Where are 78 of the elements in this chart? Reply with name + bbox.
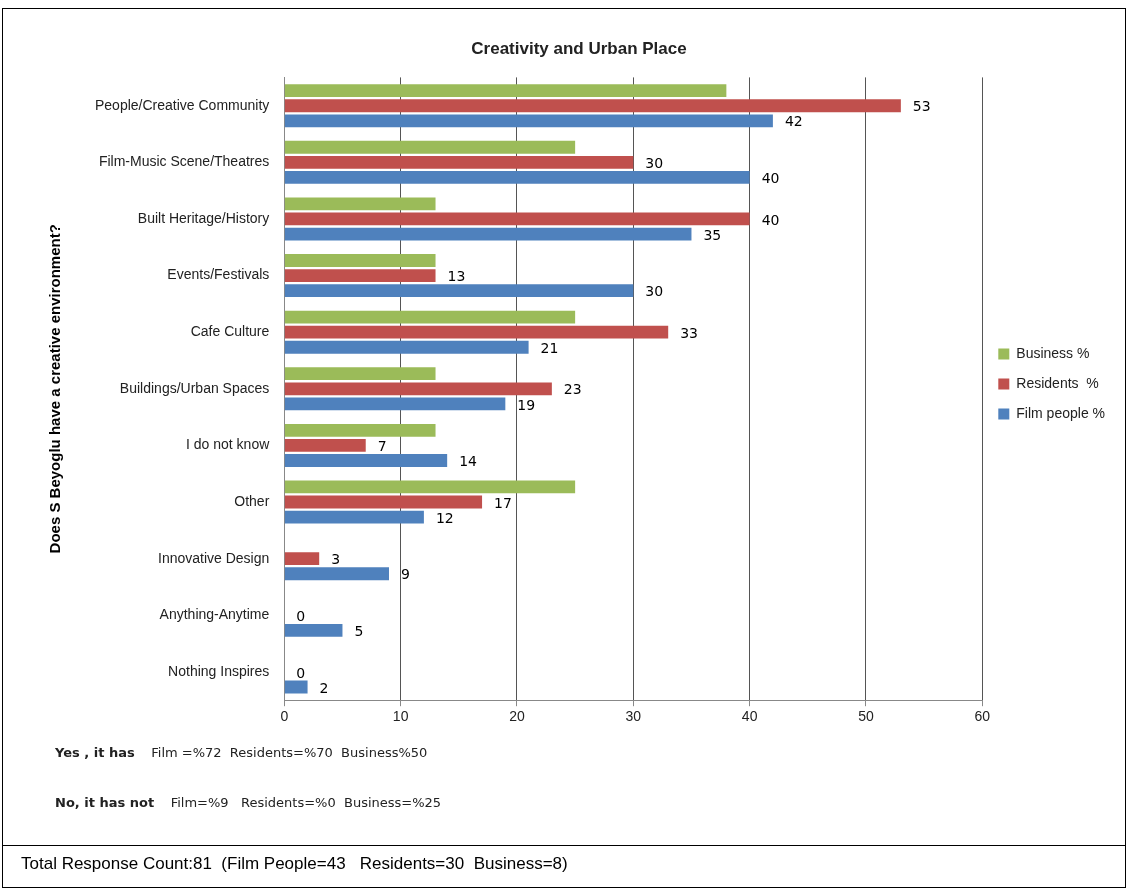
data-label: 42 [784, 113, 803, 130]
text: Film=%9 Residents=%0 Business=%25 [170, 795, 442, 810]
data-label: 40 [761, 170, 780, 187]
data-label: 13 [447, 268, 466, 285]
bar [284, 99, 901, 113]
y-tick-label: Built Heritage/History [137, 209, 270, 226]
legend-label: Film people % [1016, 404, 1105, 421]
x-tick-label: 30 [625, 708, 642, 725]
bar [284, 367, 436, 381]
data-label: 12 [435, 509, 454, 526]
data-label: 17 [494, 494, 512, 511]
bar [284, 340, 529, 354]
data-label: 3 [331, 551, 341, 568]
bar [284, 269, 436, 282]
bar [284, 140, 576, 154]
bar [284, 454, 448, 467]
bar [284, 114, 773, 128]
text: No, it has not [55, 795, 155, 810]
bar [284, 284, 634, 298]
data-label: 40 [761, 211, 780, 228]
bar [284, 623, 343, 637]
bar [284, 254, 436, 267]
bar [284, 552, 320, 566]
bar [284, 680, 308, 694]
y-tick-label: Nothing Inspires [168, 662, 270, 679]
data-label: 23 [563, 381, 582, 398]
bar [284, 325, 669, 339]
data-label: 21 [540, 339, 559, 356]
x-tick-label: 20 [509, 708, 525, 725]
data-label: 30 [645, 154, 664, 171]
bar [284, 171, 750, 184]
bar [284, 439, 366, 452]
text: Total Response Count:81 (Film People=43 Residents=30 Business=8) [3, 845, 1125, 882]
data-label: 35 [703, 226, 722, 243]
bar [284, 567, 389, 581]
data-label: 2 [319, 679, 329, 696]
bar [284, 212, 750, 226]
legend-label: Residents % [1016, 374, 1099, 391]
x-tick-label: 50 [858, 708, 874, 725]
data-label: 14 [459, 453, 478, 470]
data-label: 5 [354, 623, 364, 640]
x-tick-label: 40 [741, 708, 758, 725]
bar [284, 510, 424, 524]
x-tick-label: 60 [974, 708, 991, 725]
data-label: 19 [517, 396, 536, 413]
y-tick-label: Events/Festivals [167, 266, 270, 283]
bar [284, 423, 436, 437]
data-label: 7 [377, 438, 387, 455]
bar [284, 495, 483, 509]
bar [284, 155, 634, 169]
data-label: 33 [680, 324, 699, 341]
bar [284, 310, 576, 324]
y-tick-label: Other [234, 492, 270, 509]
chart-title: Creativity and Urban Place [471, 38, 687, 58]
x-tick-label: 0 [280, 708, 289, 725]
y-tick-label: I do not know [186, 436, 271, 453]
bar [284, 397, 506, 411]
data-label: 30 [645, 283, 664, 300]
bar [284, 197, 436, 211]
y-tick-label: Film-Music Scene/Theatres [98, 153, 270, 170]
text: Yes , it has [55, 745, 135, 760]
data-label: 0 [296, 607, 306, 624]
y-tick-label: Anything-Anytime [159, 606, 270, 623]
bar [284, 84, 727, 98]
y-tick-label: Innovative Design [158, 549, 270, 566]
bar [284, 382, 552, 396]
y-axis-title: Does S Beyoglu have a creative environment? [46, 224, 64, 554]
data-label: 9 [401, 566, 410, 583]
y-tick-label: Buildings/Urban Spaces [119, 379, 270, 396]
text: Film =%72 Residents=%70 Business%50 [151, 745, 428, 760]
y-tick-label: People/Creative Community [95, 96, 270, 113]
x-tick-label: 10 [392, 708, 409, 725]
data-label: 0 [296, 664, 306, 681]
y-tick-label: Cafe Culture [190, 323, 270, 340]
legend-label: Business % [1016, 344, 1090, 361]
bar [284, 480, 576, 494]
data-label: 53 [912, 98, 931, 115]
bar [284, 227, 692, 241]
